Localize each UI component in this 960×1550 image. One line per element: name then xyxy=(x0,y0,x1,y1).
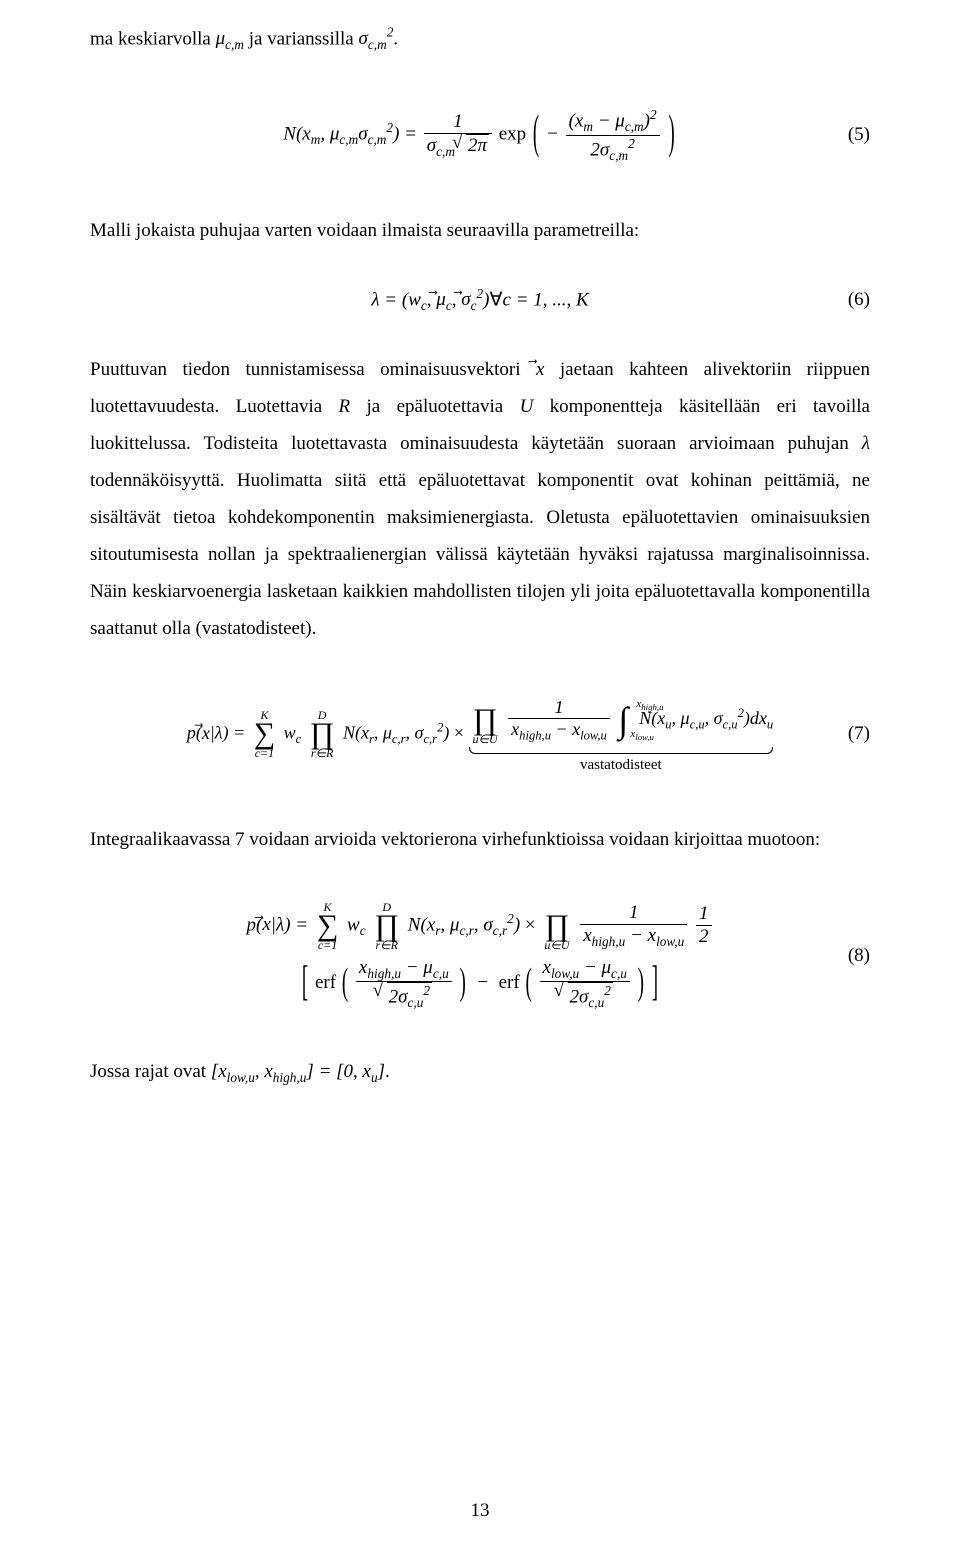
underbrace-label: vastatodisteet xyxy=(469,757,774,774)
equation-number: (5) xyxy=(848,124,870,146)
inline-math-U: U xyxy=(520,396,534,417)
equation-content: λ = (wc, μc, σc2)∀c = 1, ..., K xyxy=(371,286,588,314)
inline-math-R: R xyxy=(339,396,351,417)
paragraph-1: ma keskiarvolla μc,m ja varianssilla σc,… xyxy=(90,20,870,58)
page-number: 13 xyxy=(0,1500,960,1522)
equation-7: p(x|λ) = K∑c=1 wc D∏r∈R N(xr, μc,r, σc,r… xyxy=(90,669,870,799)
inline-math-lambda: λ xyxy=(862,433,870,454)
text: Jossa rajat ovat xyxy=(90,1061,211,1082)
equation-5: N(xm, μc,mσc,m2) = 1 σc,m2π exp ( − (xm … xyxy=(90,80,870,190)
equation-number: (7) xyxy=(848,723,870,745)
inline-math: σc,m2 xyxy=(358,28,393,49)
text: . xyxy=(385,1061,390,1082)
equation-8: p(x|λ) = K∑c=1 wc D∏r∈R N(xr, μc,r, σc,r… xyxy=(90,881,870,1031)
equation-number: (8) xyxy=(848,945,870,967)
equation-number: (6) xyxy=(848,289,870,311)
paragraph-3: Puuttuvan tiedon tunnistamisessa ominais… xyxy=(90,351,870,647)
text: ja varianssilla xyxy=(244,28,359,49)
text: ja epäluotettavia xyxy=(350,396,519,417)
text: todennäköisyyttä. Huolimatta siitä että … xyxy=(90,470,870,639)
equation-content: p(x|λ) = K∑c=1 wc D∏r∈R N(xr, μc,r, σc,r… xyxy=(246,901,713,1010)
page: ma keskiarvolla μc,m ja varianssilla σc,… xyxy=(0,0,960,1550)
equation-content: p(x|λ) = K∑c=1 wc D∏r∈R N(xr, μc,r, σc,r… xyxy=(187,695,773,774)
inline-math: [xlow,u, xhigh,u] = [0, xu] xyxy=(211,1061,385,1082)
equation-6: λ = (wc, μc, σc2)∀c = 1, ..., K (6) xyxy=(90,271,870,329)
inline-math: x xyxy=(536,359,544,380)
text: ma keskiarvolla xyxy=(90,28,216,49)
inline-math: μc,m xyxy=(216,28,244,49)
paragraph-4: Integraalikaavassa 7 voidaan arvioida ve… xyxy=(90,821,870,858)
paragraph-2: Malli jokaista puhujaa varten voidaan il… xyxy=(90,212,870,249)
equation-content: N(xm, μc,mσc,m2) = 1 σc,m2π exp ( − (xm … xyxy=(283,107,676,163)
paragraph-5: Jossa rajat ovat [xlow,u, xhigh,u] = [0,… xyxy=(90,1053,870,1091)
text: Puuttuvan tiedon tunnistamisessa ominais… xyxy=(90,359,536,380)
